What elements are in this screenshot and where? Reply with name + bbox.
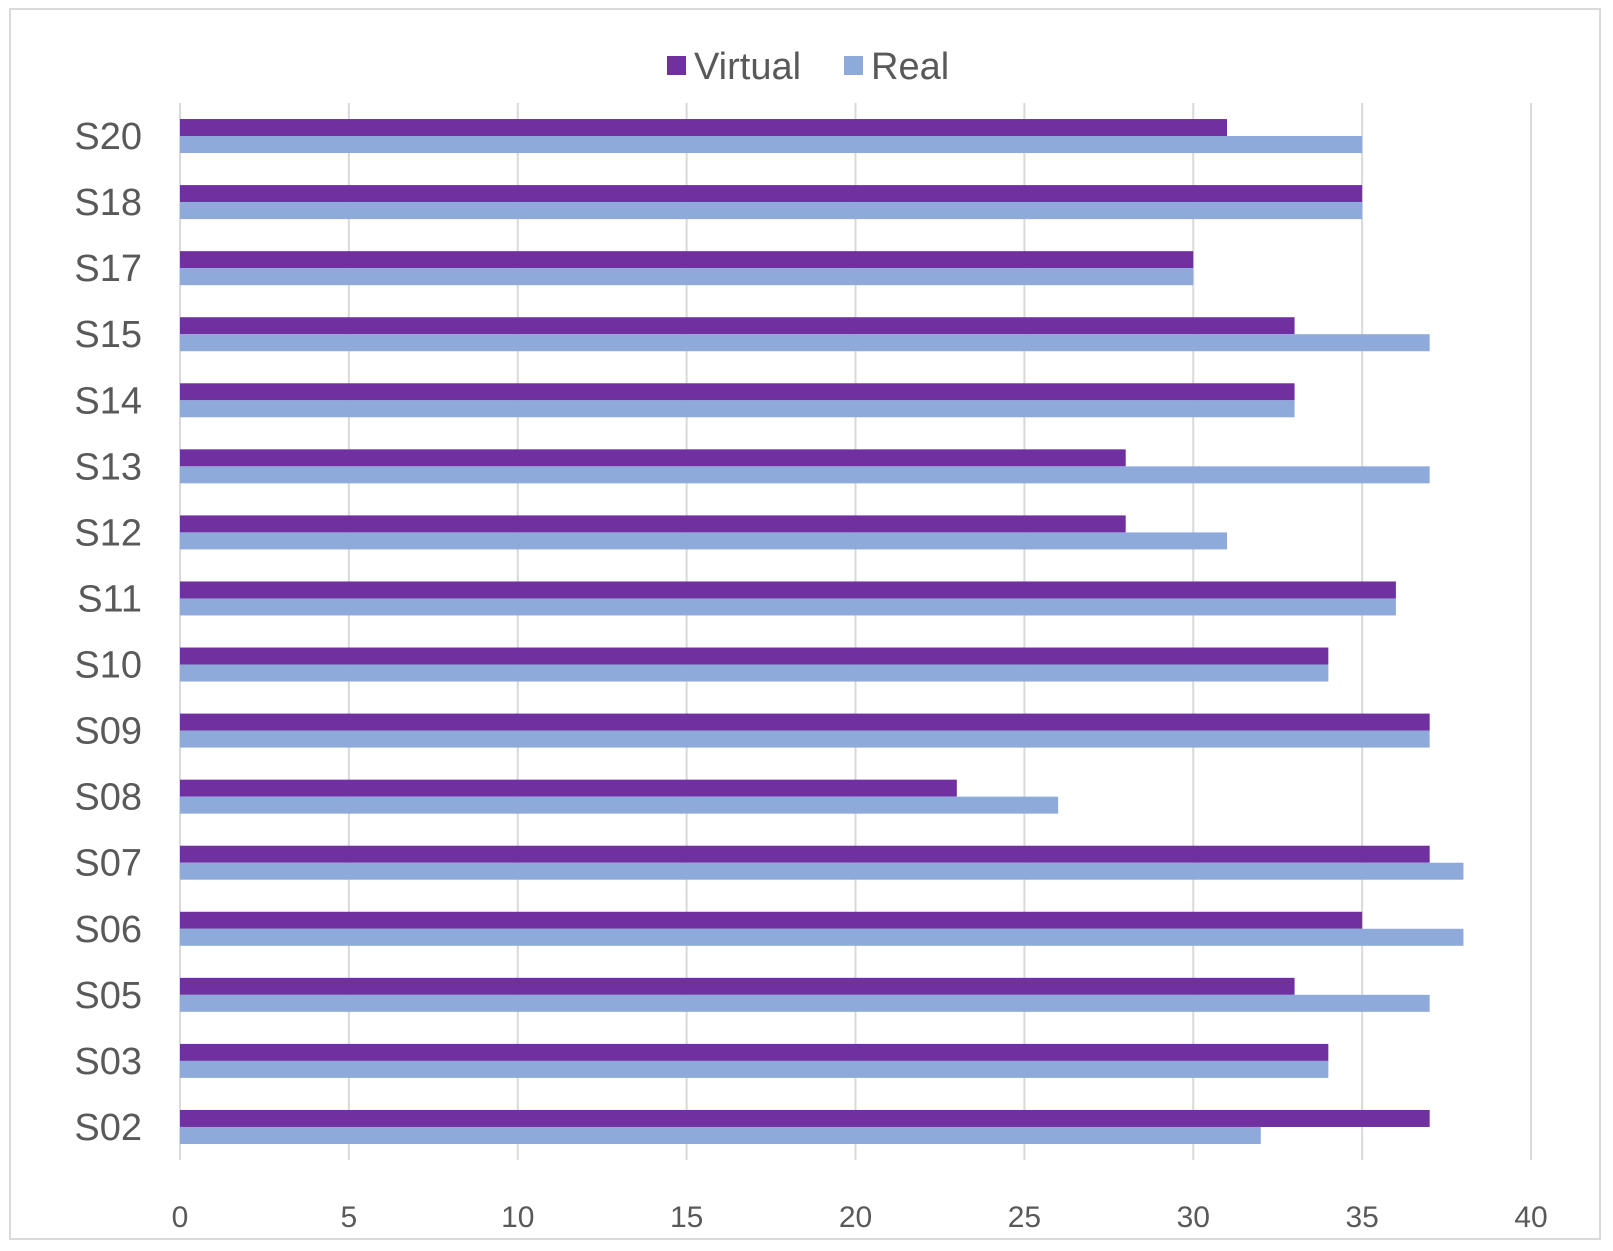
x-tick-label: 20 — [839, 1201, 872, 1234]
bar-virtual-s03 — [180, 1043, 1329, 1061]
category-label: S08 — [74, 777, 142, 819]
category-label: S15 — [74, 314, 142, 356]
bars — [180, 119, 1464, 1144]
bar-real-s12 — [180, 532, 1228, 550]
bar-virtual-s06 — [180, 911, 1363, 929]
bar-virtual-s05 — [180, 977, 1295, 995]
legend-swatch-real — [844, 56, 863, 75]
bar-virtual-s11 — [180, 581, 1396, 599]
bar-virtual-s12 — [180, 515, 1126, 533]
category-label: S14 — [74, 380, 142, 422]
legend-swatch-virtual — [667, 56, 686, 75]
category-label: S06 — [74, 909, 142, 951]
category-label: S11 — [77, 578, 142, 620]
bar-virtual-s15 — [180, 317, 1295, 335]
bar-virtual-s20 — [180, 119, 1228, 137]
x-tick-label: 25 — [1008, 1201, 1041, 1234]
category-label: S07 — [74, 843, 142, 885]
bar-virtual-s09 — [180, 713, 1430, 731]
bar-real-s09 — [180, 730, 1430, 748]
bar-virtual-s17 — [180, 251, 1194, 269]
x-tick-label: 40 — [1514, 1201, 1547, 1234]
category-label: S09 — [74, 711, 142, 753]
legend-label-real: Real — [871, 46, 949, 88]
legend: Virtual Real — [667, 46, 949, 88]
category-label: S12 — [74, 512, 142, 554]
bar-real-s18 — [180, 202, 1363, 220]
category-label: S10 — [74, 645, 142, 687]
bar-real-s07 — [180, 862, 1464, 880]
x-tick-label: 35 — [1345, 1201, 1378, 1234]
category-labels: S20 S18 S17 S15 S14 S13 S12 S11 S10 S09 S08 S07 S06 S… — [74, 116, 142, 1149]
legend-label-virtual: Virtual — [694, 46, 801, 88]
x-tick-labels: 0 5 10 15 20 25 30 35 40 — [172, 1201, 1548, 1234]
bar-virtual-s02 — [180, 1109, 1430, 1127]
bar-real-s10 — [180, 664, 1329, 682]
category-label: S17 — [74, 248, 142, 290]
category-label: S05 — [74, 975, 142, 1017]
category-label: S18 — [74, 182, 142, 224]
category-label: S20 — [74, 116, 142, 158]
bar-real-s05 — [180, 994, 1430, 1012]
bar-virtual-s08 — [180, 779, 957, 797]
bar-real-s02 — [180, 1126, 1261, 1144]
bar-real-s20 — [180, 136, 1363, 154]
bar-real-s14 — [180, 400, 1295, 418]
bar-virtual-s14 — [180, 383, 1295, 401]
bar-real-s08 — [180, 796, 1059, 814]
x-tick-label: 5 — [341, 1201, 358, 1234]
x-tick-label: 10 — [501, 1201, 534, 1234]
x-tick-label: 15 — [670, 1201, 703, 1234]
bar-real-s11 — [180, 598, 1396, 616]
bar-real-s06 — [180, 928, 1464, 946]
bar-virtual-s10 — [180, 647, 1329, 665]
bar-virtual-s07 — [180, 845, 1430, 863]
bar-real-s13 — [180, 466, 1430, 484]
bar-real-s15 — [180, 334, 1430, 352]
x-tick-label: 30 — [1177, 1201, 1210, 1234]
bar-virtual-s18 — [180, 185, 1363, 203]
x-tick-label: 0 — [172, 1201, 189, 1234]
bar-real-s17 — [180, 268, 1194, 286]
category-label: S03 — [74, 1041, 142, 1083]
bar-real-s03 — [180, 1060, 1329, 1078]
bar-virtual-s13 — [180, 449, 1126, 467]
category-label: S13 — [74, 446, 142, 488]
category-label: S02 — [74, 1107, 142, 1149]
